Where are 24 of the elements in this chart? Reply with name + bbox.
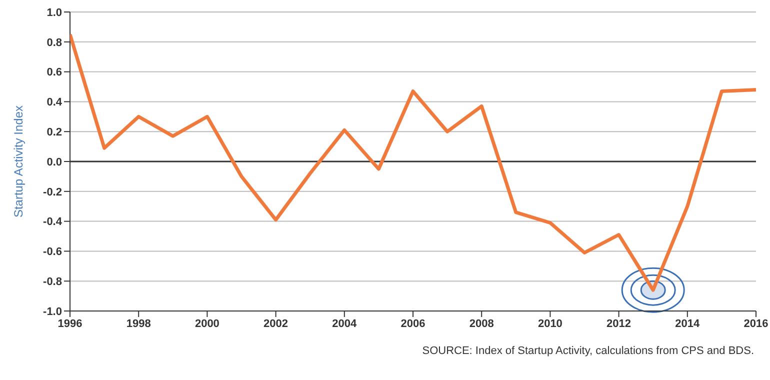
source-note: SOURCE: Index of Startup Activity, calculations from CPS and BDS. [422, 345, 754, 357]
y-tick-label: -0.4 [43, 216, 63, 228]
x-tick-label: 2006 [400, 318, 426, 330]
y-tick-label: -1.0 [43, 306, 62, 318]
y-tick-label: 0.8 [46, 36, 62, 49]
x-tick-label: 2010 [538, 318, 562, 330]
x-tick-label: 2008 [469, 318, 494, 330]
y-axis-title: Startup Activity Index [11, 105, 26, 218]
y-tick-label: -0.6 [43, 246, 62, 258]
x-tick-label: 2000 [194, 318, 220, 330]
x-tick-label: 2002 [264, 318, 288, 330]
x-tick-label: 2016 [744, 318, 768, 330]
y-tick-label: 1.0 [46, 6, 62, 19]
y-tick-label: 0.0 [46, 156, 62, 168]
x-tick-label: 1998 [126, 318, 151, 330]
y-tick-label: -0.8 [43, 276, 62, 288]
x-tick-label: 2004 [332, 318, 358, 330]
y-tick-label: 0.2 [46, 126, 62, 139]
x-tick-label: 2012 [606, 318, 632, 330]
y-tick-label: 0.4 [46, 96, 63, 109]
y-tick-label: -0.2 [43, 186, 62, 198]
x-tick-label: 2014 [675, 318, 701, 330]
y-tick-label: 0.6 [46, 66, 62, 79]
x-tick-label: 1996 [58, 318, 82, 330]
